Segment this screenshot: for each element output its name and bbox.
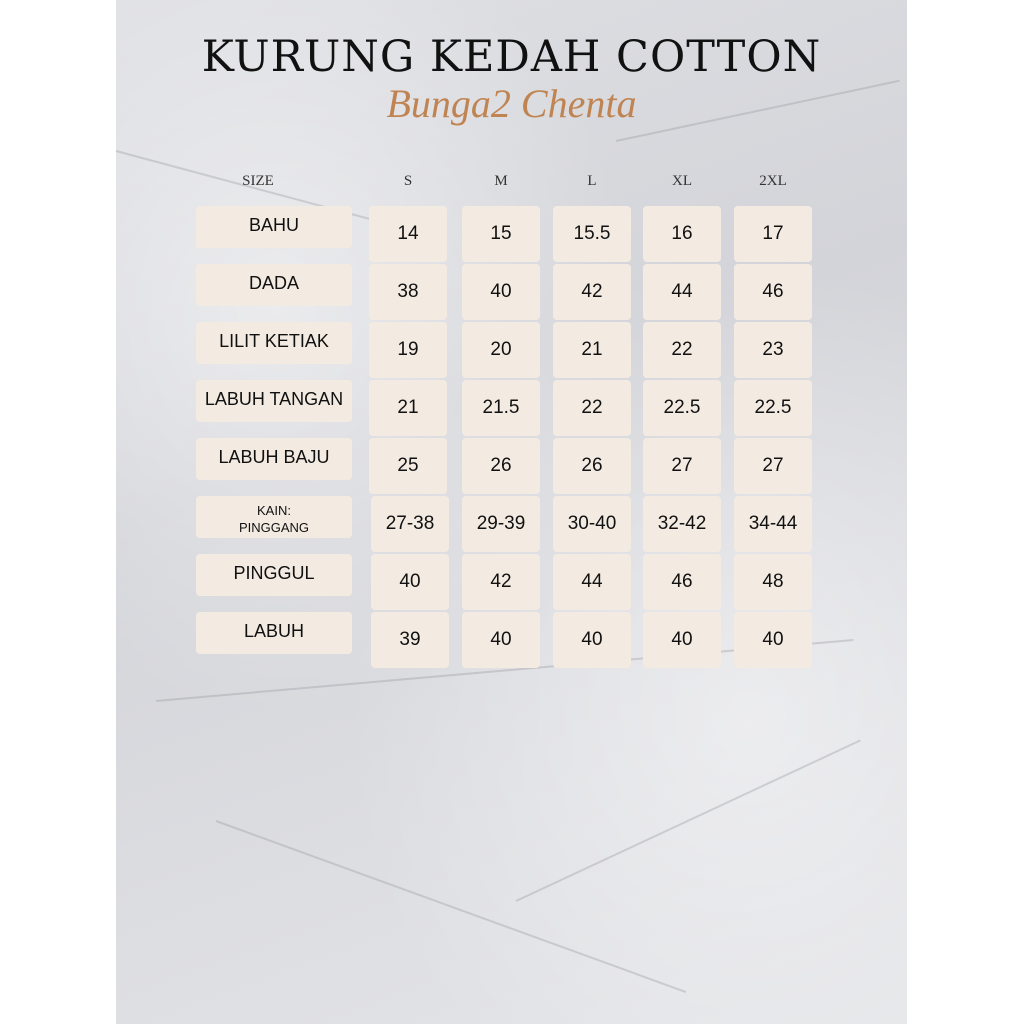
- size-value-cell: 26: [553, 438, 631, 494]
- size-value-cell: 27: [643, 438, 721, 494]
- size-header-l: L: [587, 173, 597, 189]
- page-title: KURUNG KEDAH COTTON: [201, 32, 822, 82]
- size-value-cell: 22: [643, 322, 721, 378]
- size-value-cell: 15: [462, 206, 540, 262]
- size-value-cell: 23: [734, 322, 812, 378]
- size-header-2xl: 2XL: [759, 173, 787, 189]
- size-value-cell: 30-40: [553, 496, 631, 552]
- size-header-label: SIZE: [242, 173, 274, 189]
- size-value-cell: 29-39: [462, 496, 540, 552]
- size-value-cell: 42: [553, 264, 631, 320]
- size-value-cell: 20: [462, 322, 540, 378]
- size-header-m: M: [494, 173, 508, 189]
- size-value-cell: 16: [643, 206, 721, 262]
- size-value-cell: 40: [462, 264, 540, 320]
- size-value-cell: 22.5: [734, 380, 812, 436]
- size-value-cell: 22: [553, 380, 631, 436]
- size-value-cell: 14: [369, 206, 447, 262]
- row-label: KAIN: PINGGANG: [196, 496, 352, 538]
- row-label: LABUH TANGAN: [196, 380, 352, 422]
- size-value-cell: 40: [643, 612, 721, 668]
- row-label: LILIT KETIAK: [196, 322, 352, 364]
- size-value-cell: 15.5: [553, 206, 631, 262]
- row-label: LABUH: [196, 612, 352, 654]
- size-value-cell: 21: [553, 322, 631, 378]
- row-label: DADA: [196, 264, 352, 306]
- size-value-cell: 44: [553, 554, 631, 610]
- row-label: BAHU: [196, 206, 352, 248]
- row-label: LABUH BAJU: [196, 438, 352, 480]
- size-value-cell: 32-42: [643, 496, 721, 552]
- size-value-cell: 19: [369, 322, 447, 378]
- size-header-xl: XL: [672, 173, 692, 189]
- size-value-cell: 38: [369, 264, 447, 320]
- size-value-cell: 17: [734, 206, 812, 262]
- size-value-cell: 44: [643, 264, 721, 320]
- size-value-cell: 40: [462, 612, 540, 668]
- size-header-s: S: [403, 173, 413, 189]
- size-value-cell: 27-38: [371, 496, 449, 552]
- size-value-cell: 25: [369, 438, 447, 494]
- size-value-cell: 40: [734, 612, 812, 668]
- size-value-cell: 40: [553, 612, 631, 668]
- size-value-cell: 22.5: [643, 380, 721, 436]
- size-value-cell: 27: [734, 438, 812, 494]
- size-value-cell: 42: [462, 554, 540, 610]
- size-value-cell: 21.5: [462, 380, 540, 436]
- size-value-cell: 34-44: [734, 496, 812, 552]
- size-value-cell: 46: [734, 264, 812, 320]
- row-label: PINGGUL: [196, 554, 352, 596]
- size-value-cell: 21: [369, 380, 447, 436]
- size-value-cell: 39: [371, 612, 449, 668]
- size-value-cell: 48: [734, 554, 812, 610]
- size-value-cell: 26: [462, 438, 540, 494]
- size-value-cell: 46: [643, 554, 721, 610]
- size-value-cell: 40: [371, 554, 449, 610]
- brand-subtitle: Bunga2 Chenta: [386, 81, 637, 126]
